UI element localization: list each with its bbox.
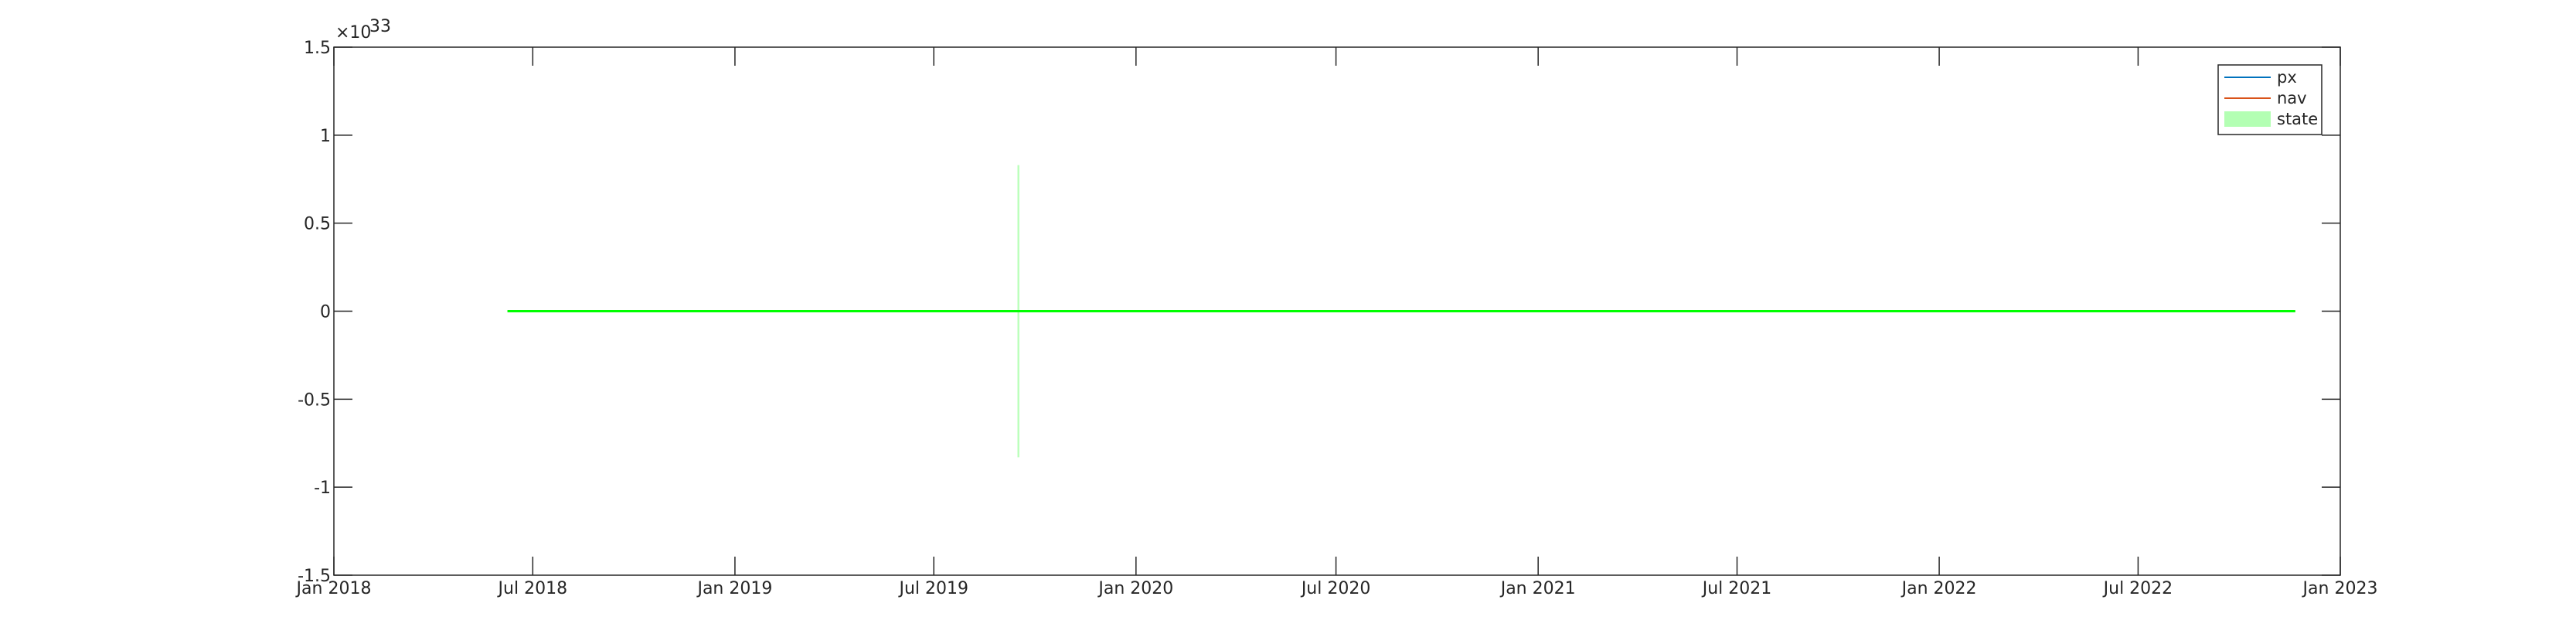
y-tick-label: 0.5 — [304, 215, 331, 234]
y-tick-label: -0.5 — [298, 390, 331, 410]
legend-swatch-state — [2224, 111, 2271, 127]
y-tick-label: 0 — [320, 303, 331, 322]
y-tick-label: -1.5 — [298, 567, 331, 586]
y-tick-label: 1.5 — [304, 39, 331, 58]
x-tick-label: Jan 2021 — [1499, 579, 1576, 598]
axes: Jan 2018 Jul 2018 Jan 2019 Jul 2019 Jan 2020… — [295, 17, 2378, 598]
y-tick-label: 1 — [320, 127, 331, 146]
x-tick-label: Jul 2020 — [1300, 579, 1371, 598]
legend: px nav state — [2217, 64, 2322, 135]
x-tick-label: Jan 2020 — [1097, 579, 1173, 598]
x-tick-label: Jan 2018 — [295, 579, 372, 598]
y-tick-label: -1 — [314, 479, 331, 498]
x-tick-label: Jul 2021 — [1701, 579, 1772, 598]
x-tick-label: Jul 2018 — [497, 579, 568, 598]
y-exponent-value: 33 — [369, 17, 391, 36]
legend-label-nav: nav — [2277, 89, 2307, 107]
x-tick-label: Jan 2022 — [1901, 579, 1977, 598]
series-layer — [507, 165, 2295, 458]
y-exponent-label: ×10 — [335, 23, 371, 43]
legend-label-px: px — [2277, 68, 2297, 87]
legend-label-state: state — [2277, 110, 2318, 128]
x-tick-label: Jul 2022 — [2102, 579, 2173, 598]
x-tick-label: Jan 2023 — [2302, 579, 2378, 598]
x-tick-label: Jan 2019 — [696, 579, 772, 598]
x-tick-label: Jul 2019 — [897, 579, 968, 598]
